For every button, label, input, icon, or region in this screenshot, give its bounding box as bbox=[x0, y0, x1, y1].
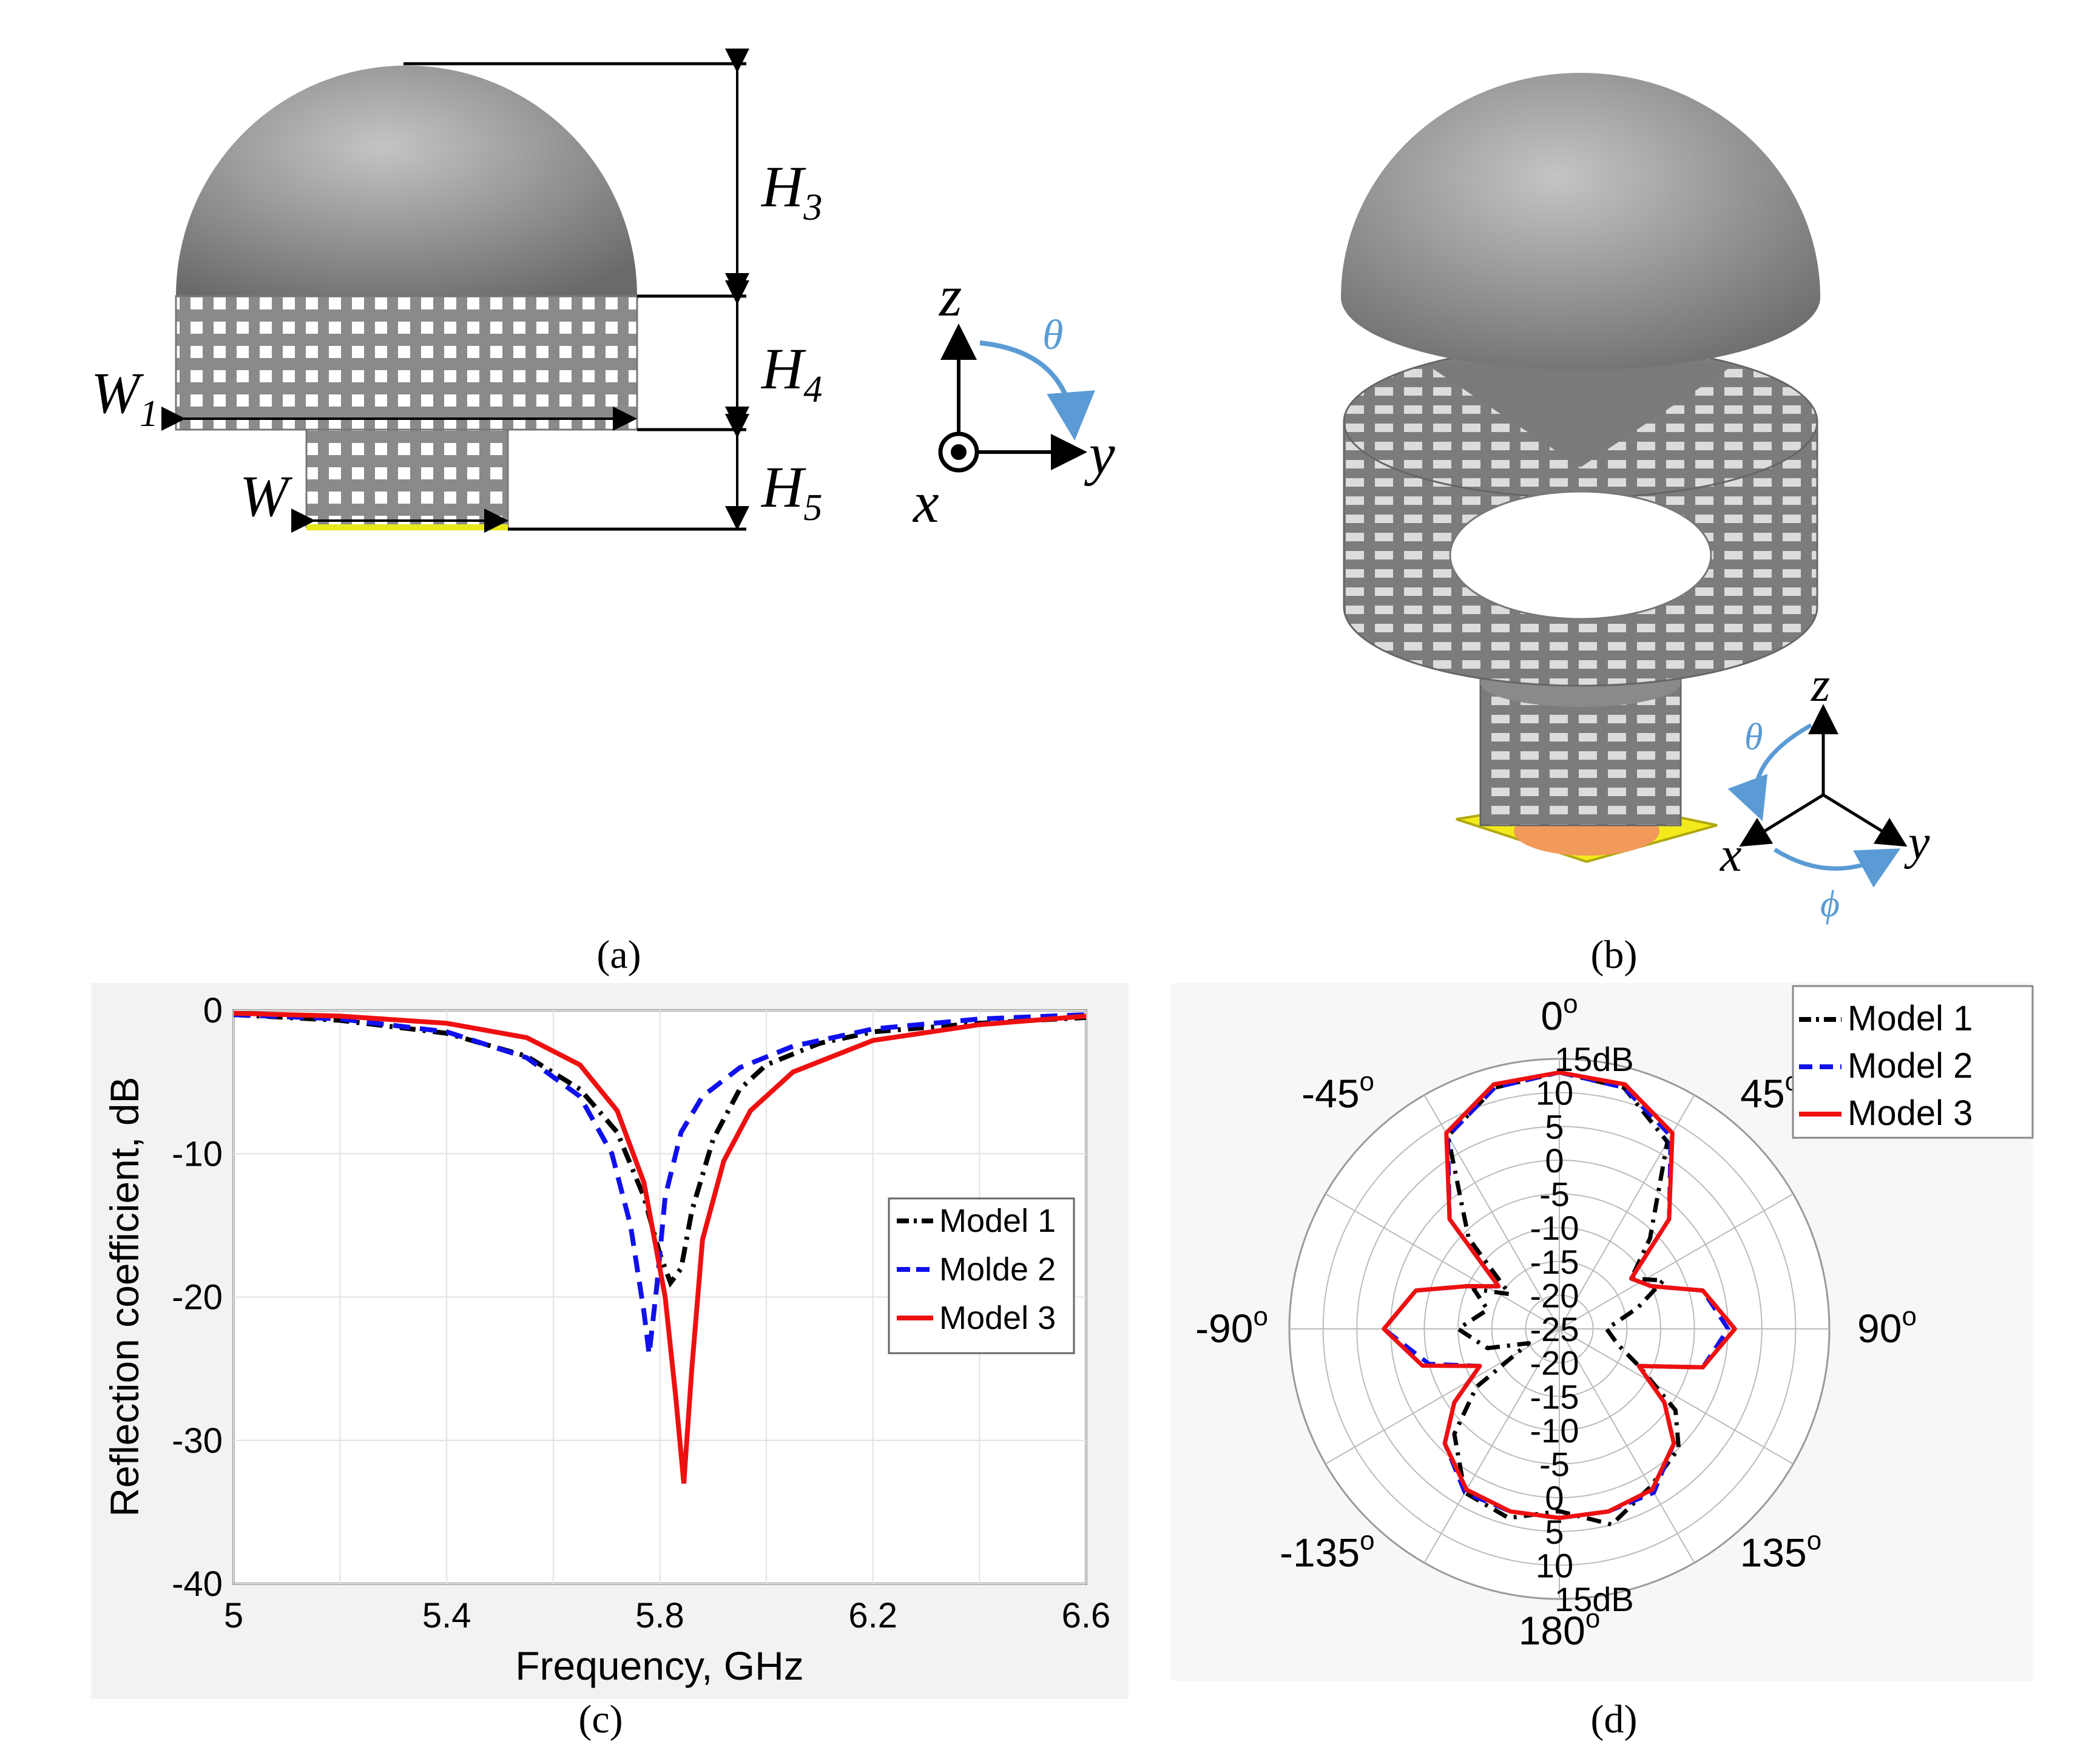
d-r-tick-label-top: -15 bbox=[1530, 1243, 1579, 1281]
theta-arrow-3d bbox=[1727, 723, 1812, 822]
x-axis-arrow-3d bbox=[1739, 793, 1824, 847]
z-label: z bbox=[938, 263, 962, 328]
dome-cone-3d bbox=[1426, 364, 1735, 467]
c-legend: Model 1 Molde 2 Model 3 bbox=[888, 1197, 1075, 1354]
c-y-tick-label: -20 bbox=[172, 1278, 223, 1317]
w-label: W bbox=[240, 464, 293, 529]
panel-b-3d-view: z y x θ ϕ (b) bbox=[1341, 73, 1930, 977]
d-r-tick-label-top: 0 bbox=[1545, 1141, 1564, 1180]
theta-label-3d: θ bbox=[1744, 717, 1763, 758]
stem-3d bbox=[1479, 678, 1682, 826]
c-x-tick-label: 5 bbox=[224, 1596, 243, 1635]
phi-arrow-3d bbox=[1774, 848, 1901, 888]
c-y-axis-label: Reflection coefficient, dB bbox=[102, 1076, 147, 1516]
c-x-tick-label: 5.8 bbox=[635, 1596, 684, 1635]
panel-a-label: (a) bbox=[596, 933, 641, 977]
y-axis-arrow-3d bbox=[1822, 793, 1908, 847]
d-r-tick-label-bottom: -20 bbox=[1530, 1344, 1579, 1382]
d-r-tick-label-top: -5 bbox=[1539, 1175, 1570, 1214]
d-legend-label: Model 2 bbox=[1848, 1046, 1973, 1086]
d-r-tick-label-bottom: -10 bbox=[1530, 1411, 1579, 1450]
d-r-tick-label-bottom: -15 bbox=[1530, 1377, 1579, 1416]
d-r-tick-label-top: 5 bbox=[1545, 1107, 1564, 1146]
d-angle-label: -135o bbox=[1280, 1526, 1375, 1575]
d-r-tick-label-bottom: 15dB bbox=[1554, 1580, 1634, 1618]
c-y-tick-label: 0 bbox=[203, 991, 223, 1030]
c-x-axis-label: Frequency, GHz bbox=[515, 1643, 804, 1688]
feed-plate bbox=[306, 524, 508, 530]
d-series-line-3 bbox=[1382, 1070, 1737, 1520]
c-y-tick-label: -30 bbox=[172, 1421, 223, 1461]
y-label-3d: y bbox=[1904, 816, 1930, 870]
panel-b-axes: z y x θ ϕ bbox=[1720, 658, 1930, 925]
c-x-tick-label: 6.2 bbox=[848, 1596, 897, 1635]
d-r-tick-label-bottom: -25 bbox=[1530, 1310, 1579, 1348]
x-axis-dot bbox=[951, 444, 967, 460]
c-x-tick-label: 5.4 bbox=[422, 1596, 471, 1635]
theta-arrow bbox=[979, 340, 1095, 441]
c-series-line-2 bbox=[234, 1012, 1086, 1355]
dome-side-view bbox=[176, 66, 637, 296]
d-r-tick-label-bottom: 5 bbox=[1545, 1513, 1564, 1551]
d-angle-label: -45o bbox=[1301, 1067, 1374, 1116]
y-label: y bbox=[1084, 421, 1115, 486]
panel-a-schematic: H3 H4 H5 W1 W z y x θ (a) bbox=[91, 49, 1115, 977]
c-y-tick-label: -40 bbox=[172, 1564, 223, 1604]
d-r-tick-label-bottom: 0 bbox=[1545, 1479, 1564, 1517]
d-r-tick-label-top: 10 bbox=[1536, 1074, 1573, 1112]
panel-c-label: (c) bbox=[578, 1697, 623, 1742]
panel-b-label: (b) bbox=[1591, 933, 1638, 977]
stem-side-view bbox=[305, 428, 509, 528]
ring-side-view bbox=[175, 295, 638, 431]
x-label: x bbox=[912, 470, 939, 535]
c-legend-label: Molde 2 bbox=[939, 1251, 1056, 1288]
d-r-tick-label-bottom: -5 bbox=[1539, 1445, 1570, 1484]
c-y-tick-label: -10 bbox=[172, 1134, 223, 1174]
phi-label-3d: ϕ bbox=[1820, 884, 1840, 925]
ring-hole-3d bbox=[1449, 490, 1712, 620]
c-legend-label: Model 3 bbox=[939, 1300, 1056, 1336]
d-r-tick-label-top: -25 bbox=[1530, 1310, 1579, 1348]
theta-label: θ bbox=[1042, 312, 1063, 359]
d-grid-spoke bbox=[1423, 1095, 1695, 1563]
panel-c-reflection-chart: 5 5.4 5.8 6.2 6.6 0 -10 -20 -30 -40 Frequency, GH… bbox=[91, 983, 1129, 1742]
c-series-line-3 bbox=[234, 1010, 1086, 1484]
c-legend-label: Model 1 bbox=[939, 1203, 1056, 1239]
w1-label: W1 bbox=[91, 360, 158, 434]
h5-label: H5 bbox=[760, 455, 822, 529]
d-legend: Model 1 Model 2 Model 3 bbox=[1792, 985, 2034, 1139]
panel-d-polar-chart: 15dB1050-5-10-15-20-25-25-20-15-10-50510… bbox=[1171, 983, 2034, 1742]
d-r-tick-label-top: 15dB bbox=[1554, 1040, 1634, 1078]
panel-d-label: (d) bbox=[1591, 1697, 1638, 1742]
d-series-line-1 bbox=[1445, 1070, 1681, 1527]
d-r-tick-label-top: -10 bbox=[1530, 1209, 1579, 1247]
panel-a-axes: z y x θ bbox=[912, 263, 1115, 535]
z-label-3d: z bbox=[1811, 658, 1830, 712]
dome-3d bbox=[1341, 73, 1820, 370]
h3-label: H3 bbox=[760, 154, 822, 228]
x-label-3d: x bbox=[1720, 828, 1742, 882]
d-r-tick-label-top: -20 bbox=[1530, 1276, 1579, 1314]
d-legend-label: Model 3 bbox=[1848, 1093, 1973, 1133]
c-x-tick-label: 6.6 bbox=[1062, 1596, 1111, 1635]
h4-label: H4 bbox=[760, 336, 822, 410]
c-legend-box bbox=[888, 1197, 1075, 1354]
d-legend-label: Model 1 bbox=[1848, 999, 1973, 1038]
d-r-tick-label-bottom: 10 bbox=[1536, 1546, 1573, 1584]
